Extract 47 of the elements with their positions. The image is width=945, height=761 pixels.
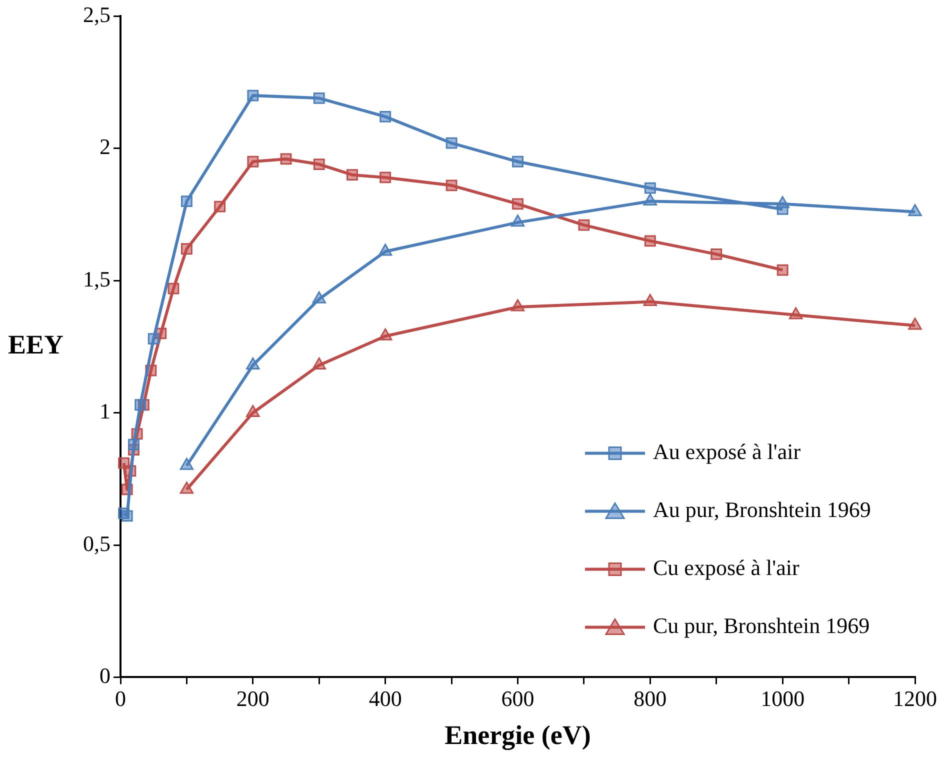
point bbox=[168, 282, 180, 294]
point bbox=[246, 405, 260, 418]
legend-label: Cu exposé à l'air bbox=[653, 554, 800, 580]
point bbox=[644, 182, 656, 194]
point bbox=[247, 156, 259, 168]
x-axis-title: Energie (eV) bbox=[444, 720, 591, 750]
x-tick-label: 800 bbox=[634, 686, 667, 712]
x-tick-label: 200 bbox=[236, 686, 270, 712]
y-tick-label: 1 bbox=[100, 398, 110, 424]
point bbox=[181, 243, 192, 255]
point bbox=[643, 194, 657, 206]
point bbox=[644, 235, 656, 247]
point bbox=[181, 196, 192, 207]
point bbox=[280, 153, 292, 165]
x-tick-label: 400 bbox=[368, 686, 402, 712]
y-tick-label: 1,5 bbox=[83, 266, 110, 292]
point bbox=[776, 264, 788, 276]
point bbox=[313, 92, 325, 104]
y-axis-title: EEY bbox=[8, 330, 64, 360]
y-tick-label: 2,5 bbox=[83, 2, 110, 27]
point bbox=[446, 137, 458, 149]
point bbox=[512, 198, 524, 210]
point bbox=[710, 248, 722, 260]
point bbox=[313, 158, 325, 170]
point bbox=[446, 180, 458, 192]
legend-label: Cu pur, Bronshtein 1969 bbox=[653, 612, 870, 638]
point bbox=[121, 510, 133, 522]
legend-label: Au exposé à l'air bbox=[653, 438, 802, 464]
legend-label: Au pur, Bronshtein 1969 bbox=[653, 496, 871, 522]
point bbox=[512, 156, 524, 168]
point bbox=[380, 172, 392, 184]
point bbox=[214, 200, 226, 212]
y-tick-label: 0 bbox=[100, 662, 110, 688]
point bbox=[578, 219, 590, 231]
x-tick-label: 1200 bbox=[893, 686, 937, 712]
y-tick-label: 2 bbox=[100, 134, 110, 160]
point bbox=[247, 90, 259, 102]
point bbox=[134, 399, 146, 411]
x-tick-label: 600 bbox=[501, 686, 534, 712]
x-tick-label: 1000 bbox=[760, 686, 805, 712]
point bbox=[380, 110, 392, 122]
y-tick-label: 0,5 bbox=[83, 530, 110, 556]
point bbox=[776, 204, 788, 215]
point bbox=[128, 438, 140, 450]
point bbox=[346, 169, 358, 181]
point bbox=[148, 333, 160, 344]
x-tick-label: 0 bbox=[115, 686, 126, 712]
